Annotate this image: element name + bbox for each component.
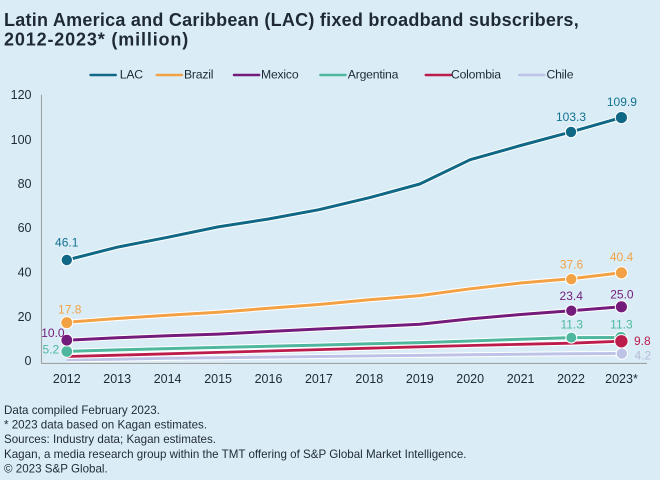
- svg-text:109.9: 109.9: [607, 95, 637, 109]
- svg-text:2020: 2020: [456, 372, 484, 386]
- svg-text:2015: 2015: [204, 372, 232, 386]
- svg-text:2012-2023* (million): 2012-2023* (million): [4, 30, 189, 50]
- svg-text:120: 120: [11, 88, 32, 102]
- svg-text:9.8: 9.8: [634, 334, 651, 348]
- svg-text:Sources: Industry data; Kagan: Sources: Industry data; Kagan estimates.: [4, 433, 216, 446]
- svg-text:11.3: 11.3: [560, 318, 583, 332]
- svg-text:11.3: 11.3: [610, 318, 633, 332]
- svg-text:Argentina: Argentina: [348, 68, 399, 82]
- svg-text:Brazil: Brazil: [184, 68, 213, 82]
- svg-text:60: 60: [18, 221, 32, 235]
- svg-text:17.8: 17.8: [58, 303, 82, 317]
- svg-text:* 2023 data based on Kagan est: * 2023 data based on Kagan estimates.: [4, 419, 207, 432]
- svg-text:23.4: 23.4: [560, 289, 584, 303]
- svg-text:Mexico: Mexico: [261, 68, 299, 82]
- svg-text:5.2: 5.2: [43, 343, 60, 357]
- svg-text:2017: 2017: [305, 372, 333, 386]
- svg-text:2018: 2018: [355, 372, 383, 386]
- svg-text:2014: 2014: [154, 372, 182, 386]
- svg-text:100: 100: [11, 133, 32, 147]
- svg-text:Chile: Chile: [547, 68, 574, 82]
- svg-text:103.3: 103.3: [556, 110, 586, 124]
- svg-text:2019: 2019: [406, 372, 434, 386]
- svg-text:2022: 2022: [557, 372, 585, 386]
- svg-text:Kagan, a media research group: Kagan, a media research group within the…: [4, 448, 467, 461]
- svg-text:25.0: 25.0: [610, 288, 634, 302]
- svg-text:40.4: 40.4: [610, 250, 634, 264]
- svg-text:2023*: 2023*: [605, 372, 638, 386]
- svg-text:2021: 2021: [507, 372, 535, 386]
- svg-text:40: 40: [18, 266, 32, 280]
- svg-text:LAC: LAC: [120, 68, 144, 82]
- svg-text:2016: 2016: [255, 372, 283, 386]
- svg-text:80: 80: [18, 177, 32, 191]
- svg-text:2012: 2012: [53, 372, 81, 386]
- svg-text:2013: 2013: [103, 372, 131, 386]
- svg-text:Colombia: Colombia: [451, 68, 501, 82]
- svg-text:37.6: 37.6: [560, 258, 584, 272]
- svg-text:Data compiled February 2023.: Data compiled February 2023.: [4, 404, 160, 417]
- svg-text:46.1: 46.1: [55, 236, 79, 250]
- svg-text:20: 20: [18, 310, 32, 324]
- svg-text:4.2: 4.2: [635, 348, 652, 362]
- svg-text:10.0: 10.0: [41, 326, 65, 340]
- svg-text:© 2023 S&P Global.: © 2023 S&P Global.: [4, 463, 108, 476]
- svg-text:Latin America and Caribbean (L: Latin America and Caribbean (LAC) fixed …: [4, 10, 579, 30]
- svg-text:0: 0: [25, 354, 32, 368]
